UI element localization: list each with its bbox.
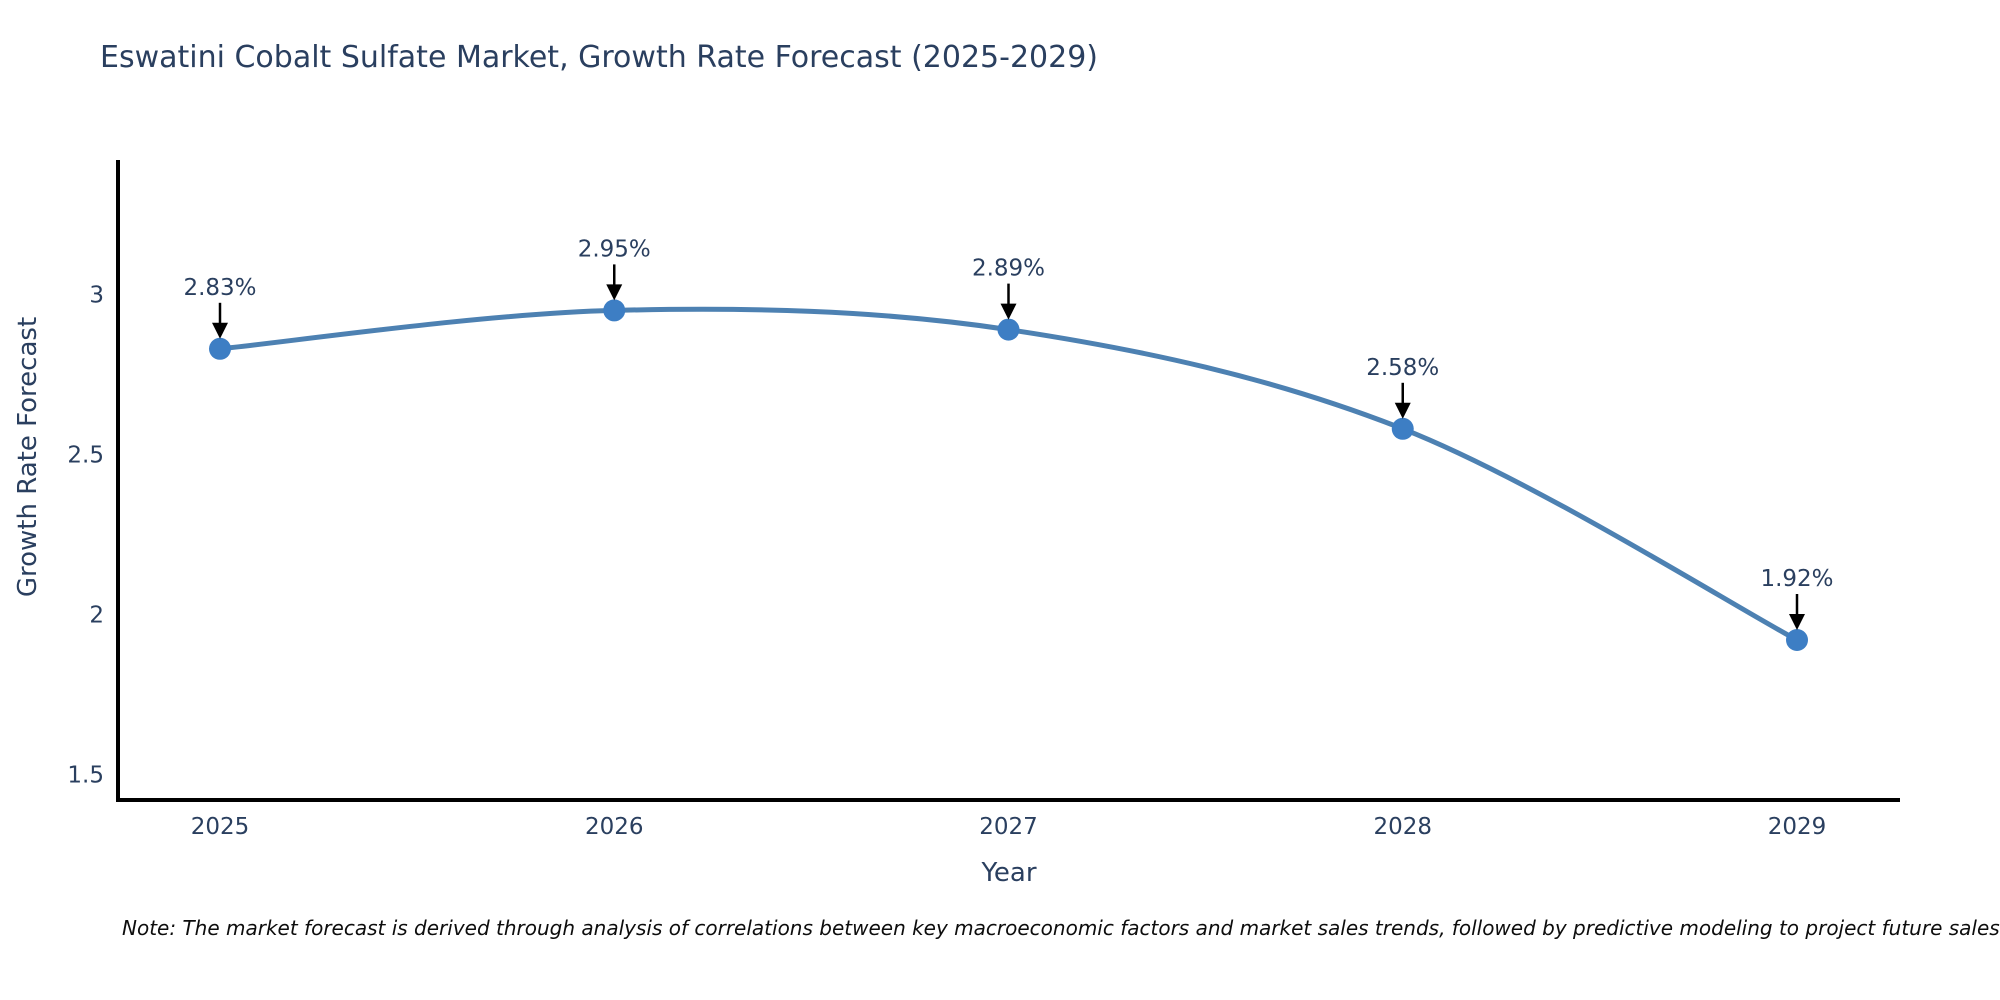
annotation-label: 2.83%: [183, 275, 256, 301]
y-tick-label: 2.5: [67, 442, 104, 468]
y-tick-label: 3: [89, 282, 104, 308]
x-tick-label: 2027: [979, 814, 1038, 840]
y-tick-label: 1.5: [67, 762, 104, 788]
annotation-arrowhead: [212, 322, 228, 339]
annotation-arrowhead: [1789, 614, 1805, 630]
trend-line: [219, 306, 1799, 643]
annotation-label: 2.89%: [972, 256, 1045, 282]
x-tick-label: 2026: [585, 814, 644, 840]
data-point-marker: [997, 318, 1020, 341]
annotation-label: 2.58%: [1366, 355, 1439, 381]
x-tick-label: 2028: [1373, 814, 1432, 840]
footnote: Note: The market forecast is derived thr…: [122, 916, 2000, 940]
annotation-arrowhead: [1000, 303, 1017, 320]
x-axis-title: Year: [981, 858, 1037, 888]
annotation-arrowhead: [606, 284, 623, 301]
data-point-marker: [1391, 417, 1414, 440]
x-tick-label: 2025: [191, 814, 250, 840]
data-point-marker: [1786, 629, 1808, 651]
data-point-marker: [603, 299, 626, 322]
x-tick-label: 2029: [1768, 814, 1827, 840]
annotation-label: 2.95%: [578, 236, 651, 262]
chart-title: Eswatini Cobalt Sulfate Market, Growth R…: [100, 40, 1098, 75]
data-point-marker: [209, 337, 231, 360]
annotation-arrowhead: [1394, 402, 1411, 419]
annotation-label: 1.92%: [1760, 566, 1833, 592]
y-tick-label: 2: [89, 602, 104, 628]
